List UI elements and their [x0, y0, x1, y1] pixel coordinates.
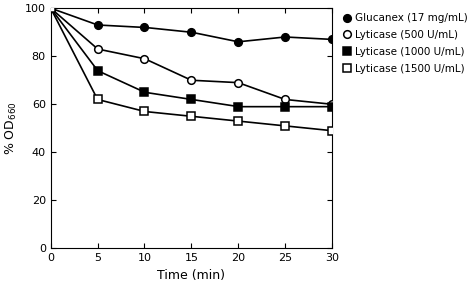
Lyticase (1000 U/mL)	[283, 105, 288, 108]
Lyticase (500 U/mL)	[283, 98, 288, 101]
Lyticase (1000 U/mL)	[189, 98, 194, 101]
Glucanex (17 mg/mL)	[283, 35, 288, 39]
Line: Glucanex (17 mg/mL): Glucanex (17 mg/mL)	[47, 4, 336, 46]
Lyticase (1000 U/mL)	[329, 105, 335, 108]
Lyticase (500 U/mL)	[189, 79, 194, 82]
Lyticase (1500 U/mL)	[329, 129, 335, 132]
Lyticase (500 U/mL)	[142, 57, 147, 60]
Lyticase (1000 U/mL)	[95, 69, 100, 72]
Lyticase (500 U/mL)	[95, 47, 100, 51]
Lyticase (1500 U/mL)	[95, 98, 100, 101]
Glucanex (17 mg/mL)	[142, 26, 147, 29]
Lyticase (1500 U/mL)	[189, 115, 194, 118]
Lyticase (500 U/mL)	[48, 7, 54, 10]
Lyticase (1500 U/mL)	[48, 7, 54, 10]
Glucanex (17 mg/mL)	[329, 38, 335, 41]
Lyticase (500 U/mL)	[236, 81, 241, 84]
Glucanex (17 mg/mL)	[236, 40, 241, 43]
Lyticase (1000 U/mL)	[236, 105, 241, 108]
Lyticase (500 U/mL)	[329, 103, 335, 106]
X-axis label: Time (min): Time (min)	[157, 269, 225, 282]
Lyticase (1000 U/mL)	[48, 7, 54, 10]
Legend: Glucanex (17 mg/mL), Lyticase (500 U/mL), Lyticase (1000 U/mL), Lyticase (1500 U: Glucanex (17 mg/mL), Lyticase (500 U/mL)…	[343, 13, 468, 74]
Lyticase (1000 U/mL)	[142, 91, 147, 94]
Glucanex (17 mg/mL)	[48, 7, 54, 10]
Line: Lyticase (1000 U/mL): Lyticase (1000 U/mL)	[47, 4, 336, 110]
Lyticase (1500 U/mL)	[236, 119, 241, 123]
Lyticase (1500 U/mL)	[142, 110, 147, 113]
Line: Lyticase (500 U/mL): Lyticase (500 U/mL)	[47, 4, 336, 108]
Y-axis label: % OD$_{660}$: % OD$_{660}$	[4, 102, 19, 155]
Lyticase (1500 U/mL)	[283, 124, 288, 128]
Line: Lyticase (1500 U/mL): Lyticase (1500 U/mL)	[47, 4, 336, 134]
Glucanex (17 mg/mL)	[189, 31, 194, 34]
Glucanex (17 mg/mL)	[95, 23, 100, 27]
